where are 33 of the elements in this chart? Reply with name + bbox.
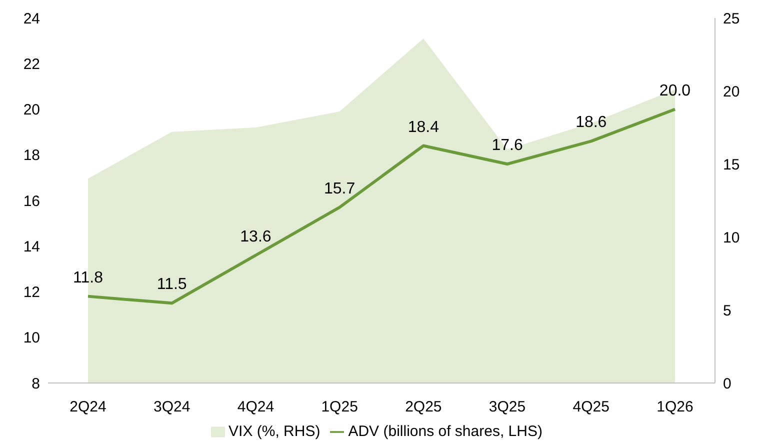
y2-tick-label: 20 [723, 83, 740, 100]
y-tick-label: 18 [23, 147, 40, 164]
x-tick-label: 3Q24 [154, 398, 190, 416]
y-tick-label: 10 [23, 330, 40, 347]
y-tick-label: 8 [32, 375, 40, 392]
y2-tick-label: 15 [723, 156, 740, 174]
legend-label: ADV (billions of shares, LHS) [348, 423, 542, 440]
y-tick-label: 12 [23, 284, 40, 302]
x-tick-label: 1Q26 [656, 398, 694, 416]
y2-tick-label: 10 [723, 229, 740, 246]
x-tick-label: 2Q25 [405, 398, 442, 416]
y-tick-label: 14 [23, 238, 40, 256]
legend-label: VIX (%, RHS) [228, 423, 320, 440]
data-label: 11.8 [73, 269, 104, 286]
y-tick-label: 16 [23, 192, 40, 210]
x-tick-label: 3Q25 [488, 398, 526, 416]
x-tick-label: 4Q24 [237, 398, 274, 416]
data-label: 18.4 [408, 118, 440, 136]
y2-tick-label: 0 [723, 375, 732, 392]
data-label: 11.5 [156, 276, 187, 294]
y2-tick-label: 5 [723, 302, 732, 320]
y-tick-label: 24 [23, 10, 40, 28]
y2-tick-label: 25 [723, 10, 740, 28]
data-label: 17.6 [492, 137, 523, 154]
data-label: 15.7 [324, 180, 356, 198]
y-tick-label: 22 [23, 56, 40, 73]
data-label: 18.6 [576, 114, 607, 132]
data-label: 20.0 [659, 82, 691, 100]
data-label: 13.6 [240, 228, 272, 246]
x-tick-label: 1Q25 [321, 398, 358, 416]
x-tick-label: 4Q25 [572, 398, 610, 416]
y-tick-label: 20 [23, 102, 40, 119]
x-tick-label: 2Q24 [70, 398, 106, 416]
